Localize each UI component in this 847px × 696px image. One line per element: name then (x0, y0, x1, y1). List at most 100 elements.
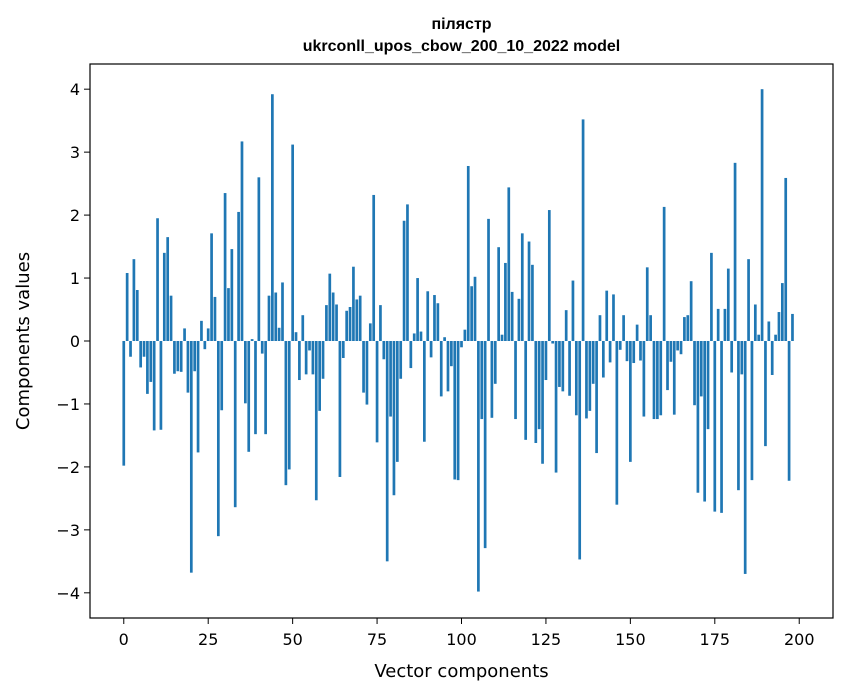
y-axis-label: Components values (13, 252, 34, 430)
bar (551, 341, 555, 344)
bar (149, 341, 153, 382)
bar (683, 317, 686, 341)
bar (767, 321, 771, 341)
bar (196, 341, 200, 453)
x-axis-ticks: 0 25 50 75 100 125 150 175 200 (119, 618, 815, 649)
bar (645, 267, 649, 341)
bar (784, 177, 788, 341)
bar (537, 341, 541, 430)
bar (362, 341, 365, 393)
bar (152, 341, 156, 431)
bar (652, 341, 656, 420)
y-axis-ticks: −4 −3 −2 −1 0 1 2 3 4 (56, 80, 90, 603)
bar (659, 341, 663, 416)
bar (291, 144, 294, 341)
bar (166, 237, 170, 342)
bar (574, 341, 578, 416)
bar (730, 341, 734, 373)
bar (568, 341, 571, 396)
bar (146, 341, 149, 394)
bar (493, 341, 497, 384)
bar (132, 259, 136, 341)
bar (595, 341, 598, 454)
bar (507, 187, 511, 341)
bar (287, 341, 291, 470)
y-tick-label: −1 (56, 395, 80, 414)
bar (173, 341, 176, 374)
bar (656, 341, 659, 420)
bar (716, 308, 720, 341)
bar (227, 288, 230, 341)
bar (514, 341, 517, 420)
bar (777, 312, 781, 341)
bar (787, 341, 791, 481)
bar (244, 341, 247, 404)
bar (679, 341, 683, 355)
bar (470, 286, 473, 341)
bar (740, 341, 744, 375)
bar (632, 341, 636, 364)
bar (162, 252, 166, 341)
bar (585, 341, 588, 419)
bar (298, 341, 301, 381)
bar (703, 341, 707, 502)
bar (335, 304, 338, 341)
bar (591, 341, 595, 384)
y-tick-label: −3 (56, 521, 80, 540)
bar (399, 341, 403, 379)
y-tick-label: 3 (70, 143, 80, 162)
bar (669, 341, 673, 362)
bar (753, 304, 757, 341)
y-tick-label: 2 (70, 206, 80, 225)
bar (193, 341, 197, 372)
bar (135, 290, 139, 341)
x-tick-label: 175 (700, 630, 731, 649)
bar (385, 341, 389, 562)
bar (571, 280, 575, 341)
bar (247, 341, 251, 452)
bar (355, 299, 359, 341)
bar (649, 315, 652, 341)
bar (713, 341, 717, 512)
bar (423, 341, 426, 442)
bar (605, 290, 609, 341)
bar (301, 315, 305, 341)
bar (200, 320, 203, 341)
bar (318, 341, 321, 411)
bar (358, 295, 362, 341)
chart-subtitle: ukrconll_upos_cbow_200_10_2022 model (303, 38, 620, 55)
bar (558, 341, 561, 387)
bar (237, 211, 240, 341)
bar (308, 341, 311, 351)
bar (409, 341, 413, 369)
bar (122, 341, 126, 466)
y-tick-label: 4 (70, 80, 80, 99)
bar (601, 341, 605, 378)
bar (368, 323, 372, 341)
bar (416, 278, 419, 341)
bar (588, 341, 592, 411)
bar (277, 327, 281, 341)
bar (726, 268, 730, 341)
bar (483, 341, 487, 549)
bar (365, 341, 369, 405)
bar-series (122, 89, 794, 592)
bar (737, 341, 740, 491)
bar (662, 206, 666, 341)
bar (210, 233, 213, 341)
bar (260, 341, 264, 354)
bar (723, 308, 727, 341)
bar (774, 334, 777, 341)
bar (267, 295, 271, 341)
bar (189, 341, 193, 573)
bar (764, 341, 767, 447)
bar (578, 341, 582, 560)
bar (402, 220, 406, 341)
bar (240, 141, 244, 341)
bar (372, 194, 376, 341)
bar (510, 291, 514, 341)
bar (233, 341, 237, 508)
bar (524, 341, 528, 440)
x-tick-label: 25 (198, 630, 218, 649)
